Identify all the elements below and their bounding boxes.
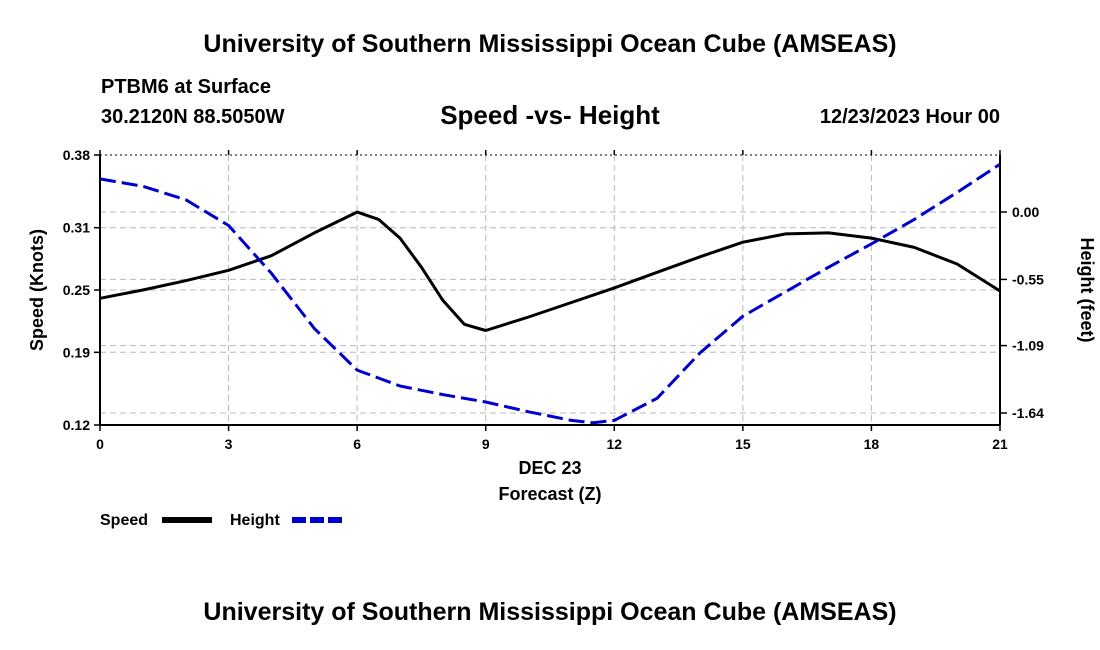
chart-title-bottom: University of Southern Mississippi Ocean… [203,598,897,626]
y-left-tick-label: 0.19 [63,344,90,360]
legend: Speed Height [100,512,342,529]
x-tick-label: 21 [992,436,1008,452]
chart-title-top: University of Southern Mississippi Ocean… [203,30,897,58]
x-tick-label: 6 [353,436,361,452]
series-line-speed [99,210,1001,332]
x-tick-label: 18 [864,436,880,452]
y-left-tick-label: 0.38 [63,147,90,163]
y-right-tick-label: 0.00 [1012,204,1039,220]
y-right-tick-label: -1.64 [1012,405,1044,421]
x-tick-label: 0 [96,436,104,452]
x-axis-label: Forecast (Z) [498,484,601,504]
legend-height-label: Height [230,512,280,529]
axes-layer: DEC 23 Forecast (Z) Speed (Knots) Height… [27,147,1097,504]
y-axis-right-label: Height (feet) [1077,238,1097,343]
series-line-height [99,162,1001,425]
y-right-tick-label: -1.09 [1012,338,1044,354]
y-axis-left-label: Speed (Knots) [27,229,47,351]
datetime-label: 12/23/2023 Hour 00 [819,106,1000,128]
y-left-tick-label: 0.25 [63,282,90,298]
series-layer [99,162,1001,425]
chart-subtitle: Speed -vs- Height [440,100,660,130]
coordinates-label: 30.2120N 88.5050W [101,106,285,128]
x-date-label: DEC 23 [518,458,581,478]
y-right-tick-label: -0.55 [1012,271,1044,287]
y-left-tick-label: 0.12 [63,417,90,433]
station-label: PTBM6 at Surface [101,76,272,98]
x-tick-label: 3 [225,436,233,452]
legend-speed-label: Speed [100,512,148,529]
grid-layer [100,155,1000,425]
x-tick-label: 15 [735,436,751,452]
y-left-tick-label: 0.31 [63,220,90,236]
x-tick-label: 9 [482,436,490,452]
x-tick-label: 12 [606,436,622,452]
